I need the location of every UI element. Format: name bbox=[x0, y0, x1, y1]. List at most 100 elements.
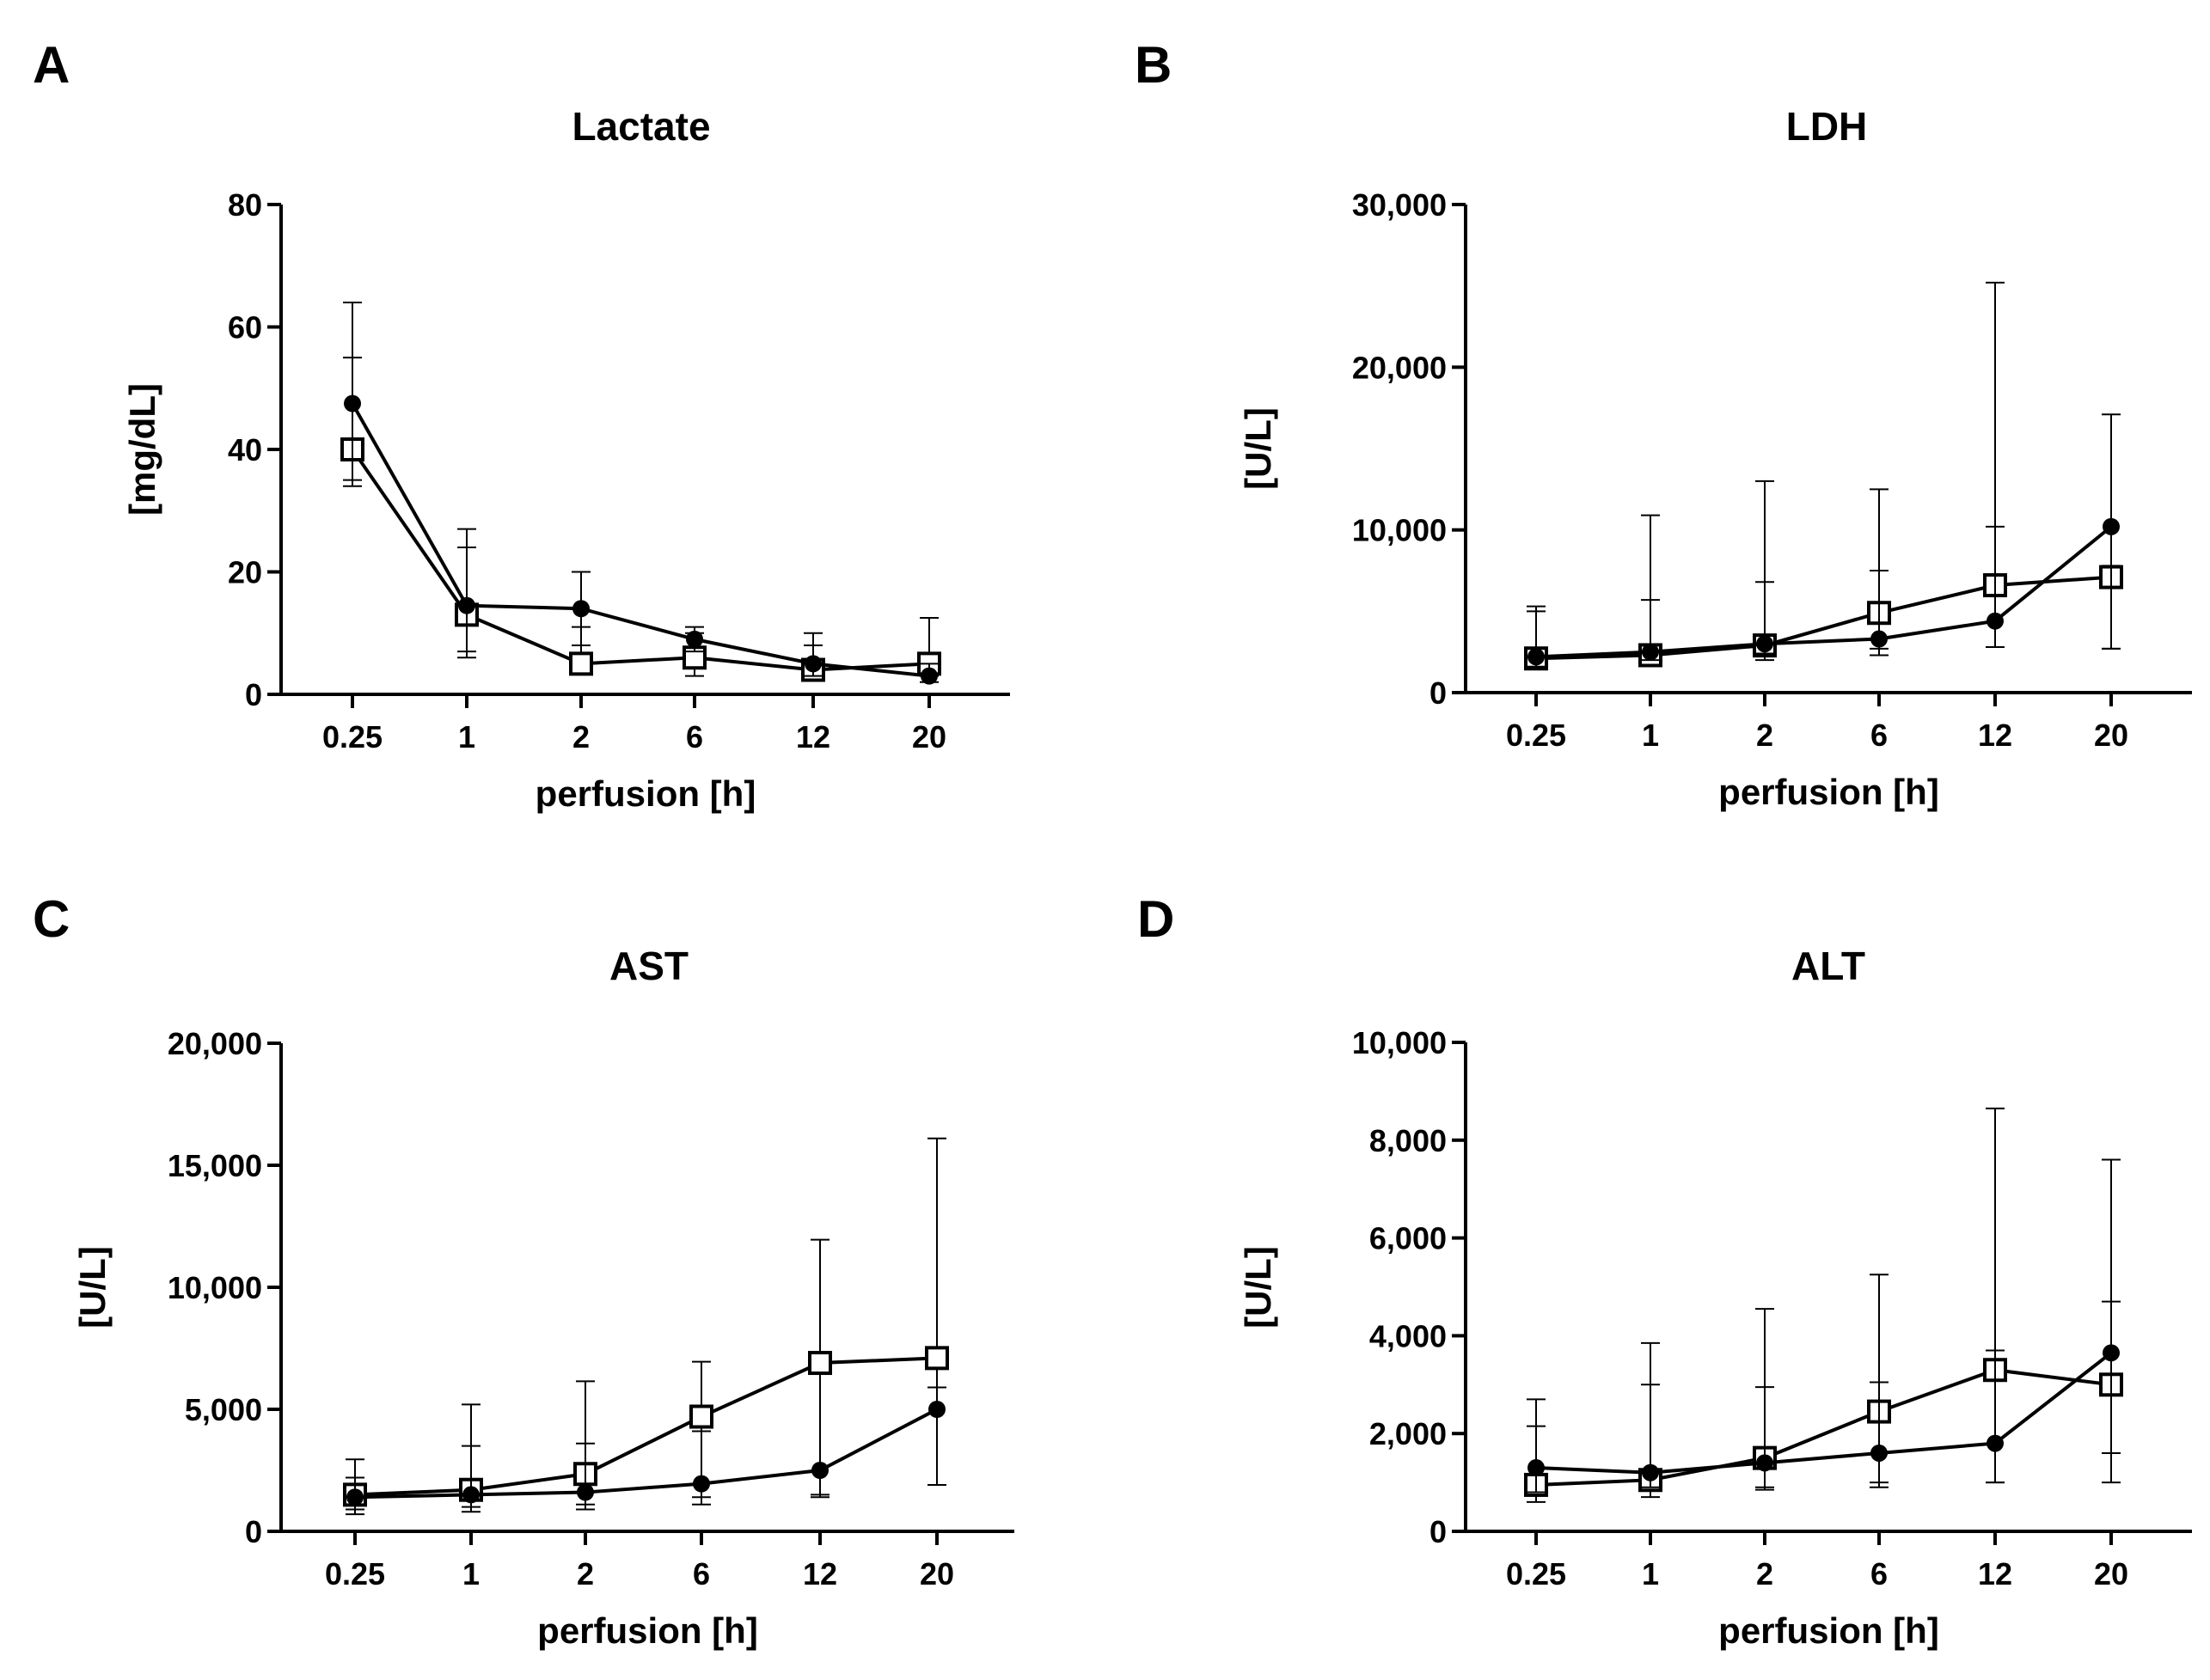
x-tick-label-b: 20 bbox=[2094, 718, 2128, 753]
series-1-d bbox=[1527, 1300, 2121, 1494]
data-point bbox=[808, 1351, 832, 1376]
data-point bbox=[458, 596, 475, 614]
y-axis-label-a: [mg/dL] bbox=[122, 383, 162, 516]
x-tick-label-d: 12 bbox=[1978, 1556, 2012, 1591]
series-line bbox=[1535, 1368, 2112, 1487]
data-point bbox=[1756, 635, 1773, 653]
series-line bbox=[1535, 525, 2113, 659]
panel-letter-a: A bbox=[33, 36, 70, 94]
y-tick-label-a: 40 bbox=[228, 432, 262, 467]
y-tick-label-b: 20,000 bbox=[1352, 350, 1447, 385]
data-point bbox=[925, 1346, 949, 1371]
panel-letter-c: C bbox=[33, 890, 70, 948]
x-tick-label-d: 1 bbox=[1642, 1556, 1659, 1591]
x-tick-label-b: 6 bbox=[1870, 718, 1888, 753]
data-point bbox=[2103, 1344, 2120, 1362]
chart-title-b: LDH bbox=[1786, 104, 1868, 149]
series-2-b bbox=[1524, 281, 2123, 671]
panel-letter-b: B bbox=[1135, 36, 1172, 94]
series-line bbox=[351, 448, 930, 672]
series-line bbox=[1535, 575, 2112, 661]
y-tick-label-b: 30,000 bbox=[1352, 187, 1447, 223]
x-axis-label-d: perfusion [h] bbox=[1718, 1610, 1939, 1651]
chart-title-a: Lactate bbox=[572, 104, 710, 149]
series-2-a bbox=[340, 357, 941, 682]
chart-title-d: ALT bbox=[1791, 944, 1865, 988]
data-point bbox=[1527, 648, 1545, 666]
data-point bbox=[1527, 1459, 1545, 1477]
x-tick-label-a: 1 bbox=[458, 719, 475, 754]
x-tick-label-c: 0.25 bbox=[325, 1556, 385, 1591]
x-tick-label-c: 12 bbox=[803, 1556, 837, 1591]
data-point bbox=[1642, 1463, 1659, 1481]
x-tick-label-b: 0.25 bbox=[1506, 718, 1566, 753]
data-point bbox=[572, 600, 590, 618]
x-tick-label-a: 6 bbox=[686, 719, 703, 754]
y-tick-label-d: 8,000 bbox=[1369, 1123, 1447, 1158]
data-point bbox=[2103, 517, 2120, 535]
data-point bbox=[344, 394, 361, 412]
data-point bbox=[686, 630, 703, 648]
x-tick-label-a: 2 bbox=[572, 719, 590, 754]
x-tick-label-a: 12 bbox=[796, 719, 830, 754]
x-tick-label-d: 20 bbox=[2094, 1556, 2128, 1591]
series-2-c bbox=[343, 1137, 949, 1511]
series-line bbox=[354, 1356, 938, 1497]
chart-title-c: AST bbox=[609, 944, 689, 988]
data-point bbox=[811, 1462, 829, 1479]
x-axis-label-b: perfusion [h] bbox=[1718, 772, 1939, 812]
x-tick-label-a: 0.25 bbox=[322, 719, 383, 754]
x-tick-label-d: 2 bbox=[1756, 1556, 1773, 1591]
data-point bbox=[1642, 643, 1659, 661]
y-tick-label-c: 10,000 bbox=[168, 1270, 262, 1305]
x-axis-label-c: perfusion [h] bbox=[537, 1610, 758, 1651]
series-line bbox=[351, 402, 930, 678]
data-point bbox=[693, 1475, 710, 1493]
y-tick-label-c: 15,000 bbox=[168, 1148, 262, 1183]
series-1-c bbox=[346, 1371, 946, 1516]
y-tick-label-a: 60 bbox=[228, 310, 262, 345]
data-point bbox=[1870, 1444, 1888, 1462]
y-axis-label-b: [U/L] bbox=[1238, 407, 1278, 490]
x-tick-label-d: 6 bbox=[1870, 1556, 1888, 1591]
series-line bbox=[1535, 1351, 2113, 1475]
series-2-d bbox=[1524, 1107, 2123, 1503]
data-point bbox=[1987, 612, 2004, 630]
y-tick-label-d: 4,000 bbox=[1369, 1318, 1447, 1353]
panel-letter-d: D bbox=[1137, 890, 1174, 948]
data-point bbox=[577, 1483, 594, 1501]
x-tick-label-c: 2 bbox=[577, 1556, 594, 1591]
y-tick-label-c: 0 bbox=[245, 1514, 262, 1549]
y-tick-label-c: 5,000 bbox=[185, 1392, 262, 1427]
series-line bbox=[354, 1408, 938, 1500]
x-tick-label-c: 20 bbox=[920, 1556, 954, 1591]
y-axis-label-d: [U/L] bbox=[1238, 1246, 1278, 1329]
y-tick-label-b: 10,000 bbox=[1352, 513, 1447, 548]
data-point bbox=[462, 1486, 480, 1504]
y-tick-label-b: 0 bbox=[1429, 675, 1447, 711]
y-tick-label-a: 0 bbox=[245, 677, 262, 712]
x-tick-label-c: 6 bbox=[693, 1556, 710, 1591]
series-1-a bbox=[343, 302, 939, 685]
data-point bbox=[1987, 1434, 2004, 1452]
y-tick-label-c: 20,000 bbox=[168, 1026, 262, 1061]
x-tick-label-b: 2 bbox=[1756, 718, 1773, 753]
y-tick-label-d: 0 bbox=[1429, 1514, 1447, 1549]
data-point bbox=[921, 667, 938, 685]
x-tick-label-d: 0.25 bbox=[1506, 1556, 1566, 1591]
data-point bbox=[1870, 630, 1888, 648]
data-point bbox=[346, 1488, 364, 1506]
y-axis-label-c: [U/L] bbox=[72, 1246, 113, 1329]
series-1-b bbox=[1527, 413, 2121, 668]
y-tick-label-d: 2,000 bbox=[1369, 1416, 1447, 1451]
x-tick-label-a: 20 bbox=[912, 719, 946, 754]
y-tick-label-d: 6,000 bbox=[1369, 1221, 1447, 1256]
y-tick-label-d: 10,000 bbox=[1352, 1025, 1447, 1060]
data-point bbox=[928, 1401, 946, 1418]
